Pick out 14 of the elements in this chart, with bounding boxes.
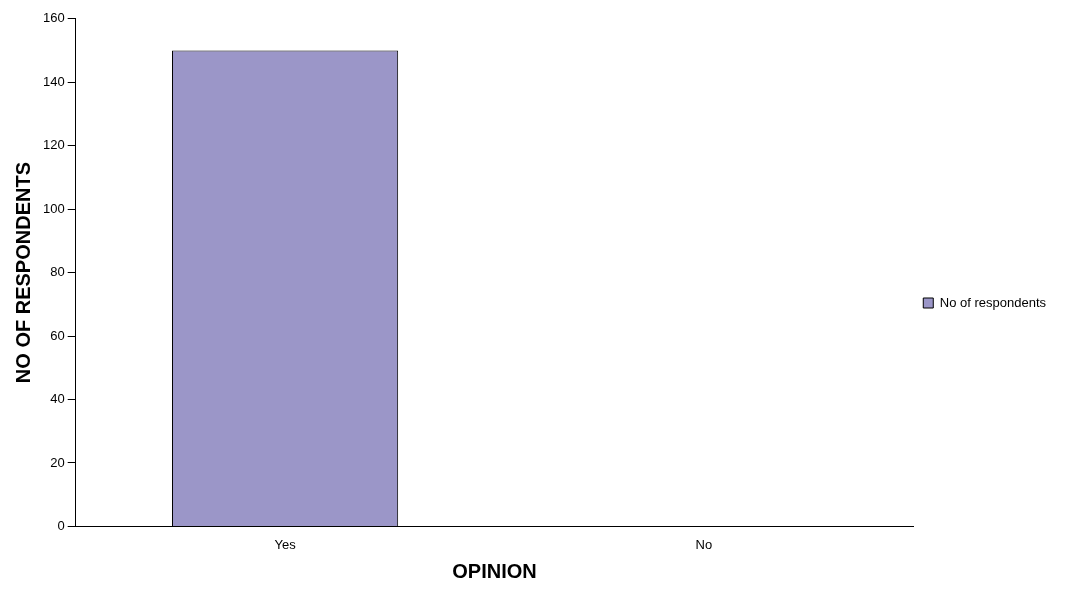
y-tick-label: 100 (42, 200, 65, 216)
x-tick-label: Yes (274, 536, 297, 552)
y-axis-title: NO OF RESPONDENTS (11, 162, 34, 384)
legend-label: No of respondents (939, 294, 1047, 310)
y-tick-label: 160 (42, 10, 65, 26)
y-tick-label: 60 (50, 327, 65, 343)
x-axis-title: OPINION (452, 559, 537, 582)
x-tick-label: No (695, 536, 713, 552)
y-tick-label: 140 (42, 73, 65, 89)
y-tick-label: 40 (50, 391, 65, 407)
y-tick-label: 20 (50, 454, 65, 470)
y-tick-label: 120 (42, 137, 65, 153)
y-tick-label: 0 (57, 517, 65, 533)
y-tick-label: 80 (50, 264, 65, 280)
